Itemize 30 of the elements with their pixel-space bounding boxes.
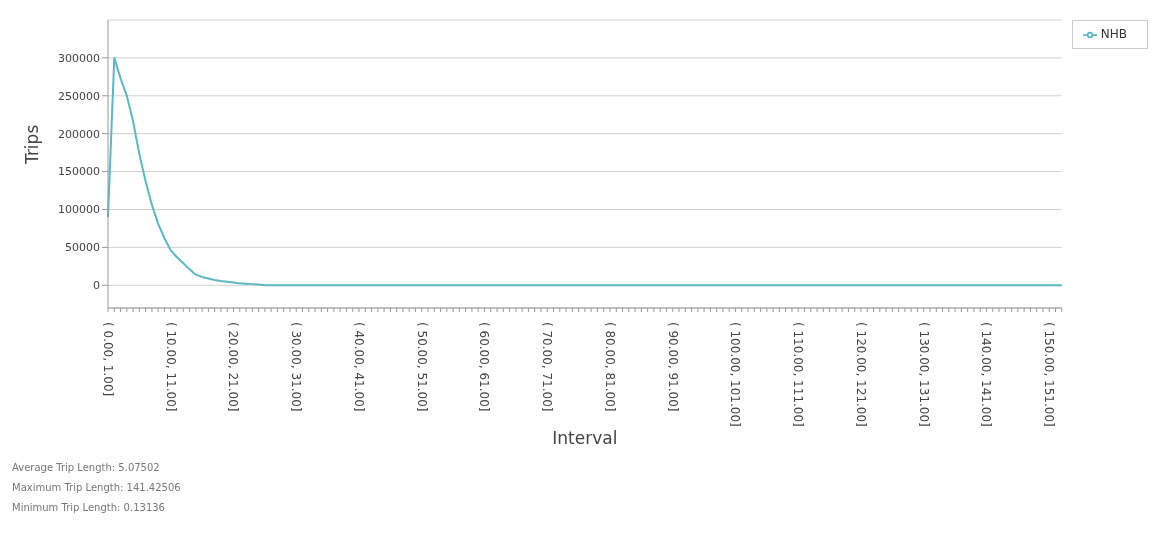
y-tick-label: 0	[93, 279, 100, 293]
legend-label: NHB	[1100, 27, 1127, 41]
text: Minimum Trip Length: 0.13136	[12, 501, 166, 515]
x-tick-label: ( 20.00, 21.00]	[226, 322, 241, 412]
line-series	[107, 56, 1063, 287]
x-tick-label: ( 90.00, 91.00]	[665, 322, 680, 412]
y-tick-label: 100000	[58, 203, 100, 217]
y-tick-label: 150000	[58, 165, 100, 179]
x-tick-label: ( 10.00, 11.00]	[163, 322, 178, 412]
y-tick-label: 200000	[58, 127, 100, 141]
x-tick-label: ( 120.00, 121.00]	[853, 322, 868, 427]
text: Maximum Trip Length: 141.42506	[12, 481, 182, 495]
x-tick-label: ( 0.00, 1.00]	[100, 322, 115, 397]
x-tick-label: ( 60.00, 61.00]	[477, 322, 492, 412]
text: Average Trip Length: 5.07502	[12, 461, 161, 475]
x-tick-label: ( 150.00, 151.00]	[1042, 322, 1057, 427]
y-axis-title: Trips	[22, 124, 43, 165]
y-tick-label: 250000	[58, 89, 100, 103]
y-tick-label: 300000	[58, 51, 100, 65]
x-tick-label: ( 50.00, 51.00]	[414, 322, 429, 412]
x-tick-label: ( 70.00, 71.00]	[540, 322, 555, 412]
x-tick-label: ( 40.00, 41.00]	[351, 322, 366, 412]
y-tick-label: 50000	[65, 241, 100, 255]
x-axis-title: Interval	[552, 428, 618, 448]
x-tick-label: ( 100.00, 101.00]	[728, 322, 743, 427]
x-tick-label: ( 80.00, 81.00]	[602, 322, 617, 412]
x-tick-label: ( 140.00, 141.00]	[979, 322, 994, 427]
x-tick-label: ( 130.00, 131.00]	[916, 322, 931, 427]
x-tick-label: ( 30.00, 31.00]	[289, 322, 304, 412]
x-tick-label: ( 110.00, 111.00]	[791, 322, 806, 427]
